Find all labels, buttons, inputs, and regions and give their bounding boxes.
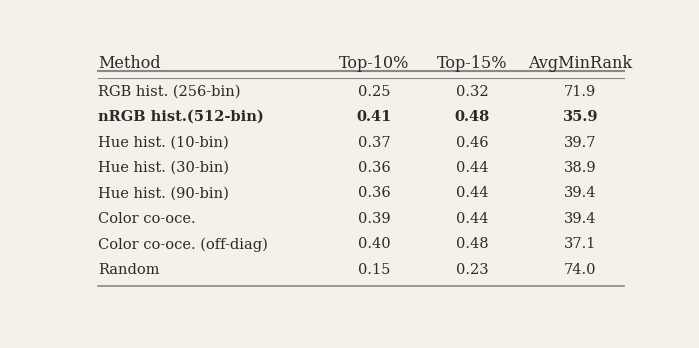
Text: 0.48: 0.48	[454, 110, 489, 124]
Text: Random: Random	[98, 263, 159, 277]
Text: 39.4: 39.4	[564, 212, 596, 226]
Text: 39.4: 39.4	[564, 187, 596, 200]
Text: AvgMinRank: AvgMinRank	[528, 55, 633, 72]
Text: 71.9: 71.9	[564, 85, 596, 98]
Text: Hue hist. (30-bin): Hue hist. (30-bin)	[98, 161, 229, 175]
Text: 38.9: 38.9	[564, 161, 597, 175]
Text: Color co-oce. (off-diag): Color co-oce. (off-diag)	[98, 237, 268, 252]
Text: 74.0: 74.0	[564, 263, 596, 277]
Text: 37.1: 37.1	[564, 237, 596, 251]
Text: 0.37: 0.37	[358, 135, 391, 150]
Text: 0.36: 0.36	[358, 161, 391, 175]
Text: 0.44: 0.44	[456, 187, 488, 200]
Text: 35.9: 35.9	[563, 110, 598, 124]
Text: Top-10%: Top-10%	[339, 55, 410, 72]
Text: Top-15%: Top-15%	[437, 55, 507, 72]
Text: 0.48: 0.48	[456, 237, 489, 251]
Text: 0.36: 0.36	[358, 187, 391, 200]
Text: 0.40: 0.40	[358, 237, 391, 251]
Text: 0.41: 0.41	[356, 110, 392, 124]
Text: 0.32: 0.32	[456, 85, 489, 98]
Text: 0.46: 0.46	[456, 135, 489, 150]
Text: 0.23: 0.23	[456, 263, 489, 277]
Text: 0.44: 0.44	[456, 161, 488, 175]
Text: 0.15: 0.15	[359, 263, 391, 277]
Text: 0.25: 0.25	[359, 85, 391, 98]
Text: 0.44: 0.44	[456, 212, 488, 226]
Text: 39.7: 39.7	[564, 135, 596, 150]
Text: Hue hist. (10-bin): Hue hist. (10-bin)	[98, 135, 229, 150]
Text: RGB hist. (256-bin): RGB hist. (256-bin)	[98, 85, 240, 98]
Text: 0.39: 0.39	[358, 212, 391, 226]
Text: Method: Method	[98, 55, 161, 72]
Text: Hue hist. (90-bin): Hue hist. (90-bin)	[98, 187, 229, 200]
Text: Color co-oce.: Color co-oce.	[98, 212, 196, 226]
Text: nRGB hist.(512-bin): nRGB hist.(512-bin)	[98, 110, 264, 124]
